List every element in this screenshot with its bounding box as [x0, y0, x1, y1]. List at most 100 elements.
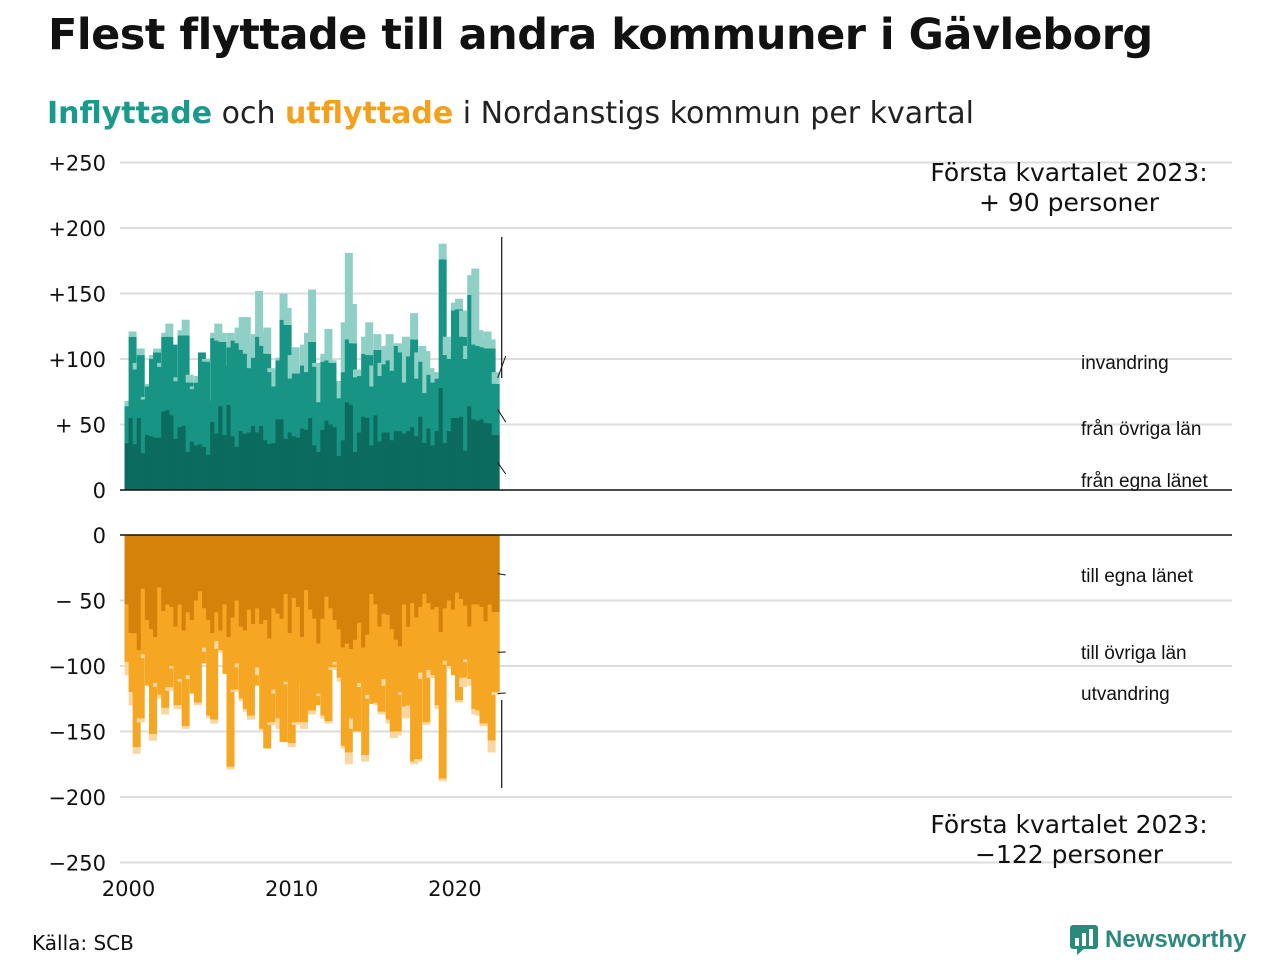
bar-out-till-ovriga-lan	[397, 646, 406, 693]
bar-in-invandring	[279, 293, 288, 320]
bar-in-fran-egna-lanet	[483, 423, 492, 490]
bar-in-fran-egna-lanet	[336, 455, 345, 490]
bar-in-invandring	[389, 344, 398, 371]
bar-out-till-ovriga-lan	[202, 608, 211, 648]
bar-out-till-egna-lanet	[206, 535, 215, 621]
bar-out-till-egna-lanet	[328, 535, 337, 609]
bar-in-fran-egna-lanet	[283, 438, 292, 490]
subtitle-rest: i Nordanstigs kommun per kvartal	[453, 96, 975, 131]
bar-in-fran-egna-lanet	[361, 416, 370, 490]
bar-out-till-ovriga-lan	[320, 618, 329, 716]
bar-in-invandring	[308, 289, 317, 342]
bar-out-till-egna-lanet	[357, 535, 366, 623]
bar-out-till-ovriga-lan	[148, 629, 157, 735]
bar-out-till-egna-lanet	[361, 535, 370, 648]
bar-out-till-egna-lanet	[393, 535, 402, 640]
bar-in-fran-ovriga-lan	[132, 369, 141, 445]
bar-out-till-egna-lanet	[344, 535, 353, 644]
bar-out-till-egna-lanet	[283, 535, 292, 594]
bar-out-till-egna-lanet	[202, 535, 211, 609]
bar-in-fran-egna-lanet	[259, 425, 268, 490]
bar-in-invandring	[132, 362, 141, 370]
bar-out-till-egna-lanet	[259, 535, 268, 625]
bar-in-invandring	[234, 327, 243, 344]
bar-in-invandring	[304, 332, 313, 373]
bar-in-fran-egna-lanet	[324, 420, 333, 490]
bar-in-fran-ovriga-lan	[299, 365, 308, 429]
bar-out-utvandring	[283, 681, 292, 685]
bar-in-fran-egna-lanet	[148, 436, 157, 490]
bar-in-invandring	[442, 336, 451, 356]
bar-in-fran-egna-lanet	[124, 442, 133, 490]
bar-out-till-ovriga-lan	[153, 637, 162, 684]
bar-in-fran-egna-lanet	[328, 424, 337, 490]
grid-lines	[120, 161, 1232, 864]
bar-in-fran-ovriga-lan	[381, 364, 390, 433]
bar-in-invandring	[202, 359, 211, 362]
bar-out-till-ovriga-lan	[157, 587, 166, 695]
bar-out-utvandring	[181, 726, 190, 729]
bar-in-fran-egna-lanet	[487, 423, 496, 490]
bar-out-till-egna-lanet	[124, 535, 133, 605]
bar-out-till-ovriga-lan	[357, 622, 366, 684]
bar-in-fran-egna-lanet	[177, 427, 186, 490]
bar-out-till-egna-lanet	[446, 535, 455, 601]
bar-in-fran-egna-lanet	[140, 453, 149, 490]
bar-out-utvandring	[324, 721, 333, 724]
bar-out-till-ovriga-lan	[459, 599, 468, 678]
bar-in-invandring	[446, 351, 455, 359]
bar-out-till-ovriga-lan	[389, 629, 398, 732]
bar-in-invandring	[377, 362, 386, 377]
y-tick-label: + 50	[55, 414, 106, 438]
bar-out-utvandring	[206, 715, 215, 719]
bar-out-till-egna-lanet	[173, 535, 182, 627]
bar-out-utvandring	[320, 715, 329, 719]
bar-out-utvandring	[226, 766, 235, 770]
bar-in-fran-ovriga-lan	[214, 340, 223, 434]
bar-out-utvandring	[446, 666, 455, 669]
bar-out-till-ovriga-lan	[430, 609, 439, 676]
bar-in-fran-egna-lanet	[157, 437, 166, 490]
bar-out-till-ovriga-lan	[161, 610, 170, 708]
bar-out-till-ovriga-lan	[242, 630, 251, 710]
bar-out-utvandring	[397, 692, 406, 695]
bar-in-fran-ovriga-lan	[491, 383, 500, 435]
series-label-out: utvandring	[1081, 684, 1170, 705]
source-note: Källa: SCB	[32, 931, 134, 955]
bar-in-fran-egna-lanet	[348, 404, 357, 490]
bar-in-invandring	[250, 334, 259, 358]
bar-in-invandring	[340, 322, 349, 373]
bar-in-fran-ovriga-lan	[406, 356, 415, 432]
bar-in-fran-egna-lanet	[246, 432, 255, 490]
bar-out-utvandring	[454, 700, 463, 703]
bar-in-fran-egna-lanet	[136, 417, 145, 490]
bar-in-invandring	[426, 368, 435, 375]
bar-in-fran-ovriga-lan	[185, 382, 194, 453]
bar-in-fran-ovriga-lan	[348, 343, 357, 405]
bar-out-utvandring	[291, 722, 300, 725]
bar-in-invandring	[393, 343, 402, 346]
bar-out-utvandring	[299, 722, 308, 729]
bar-out-till-ovriga-lan	[352, 639, 361, 732]
bar-out-till-egna-lanet	[299, 535, 308, 638]
bar-in-invandring	[291, 347, 300, 374]
bar-in-fran-egna-lanet	[442, 442, 451, 490]
bar-in-fran-ovriga-lan	[144, 386, 153, 435]
bar-out-till-egna-lanet	[434, 535, 443, 608]
bar-out-till-ovriga-lan	[422, 593, 431, 723]
bar-in-invandring	[316, 366, 325, 403]
bar-out-utvandring	[414, 759, 423, 762]
bar-out-till-ovriga-lan	[344, 643, 353, 753]
brand-name: Newsworthy	[1105, 926, 1247, 953]
bar-in-fran-ovriga-lan	[275, 360, 284, 420]
bar-out-till-egna-lanet	[410, 535, 419, 604]
bar-out-till-ovriga-lan	[471, 604, 480, 710]
bar-in-fran-ovriga-lan	[373, 349, 382, 416]
bar-in-invandring	[348, 303, 357, 344]
bar-in-fran-egna-lanet	[144, 434, 153, 490]
bar-in-fran-egna-lanet	[214, 433, 223, 490]
bar-in-fran-ovriga-lan	[238, 349, 247, 432]
bar-out-utvandring	[348, 718, 357, 729]
bar-in-fran-egna-lanet	[185, 452, 194, 490]
axes: +250 +200 +150 +100 + 50 0 0 − 50 −100 −150 −200 −2…	[48, 152, 1232, 901]
